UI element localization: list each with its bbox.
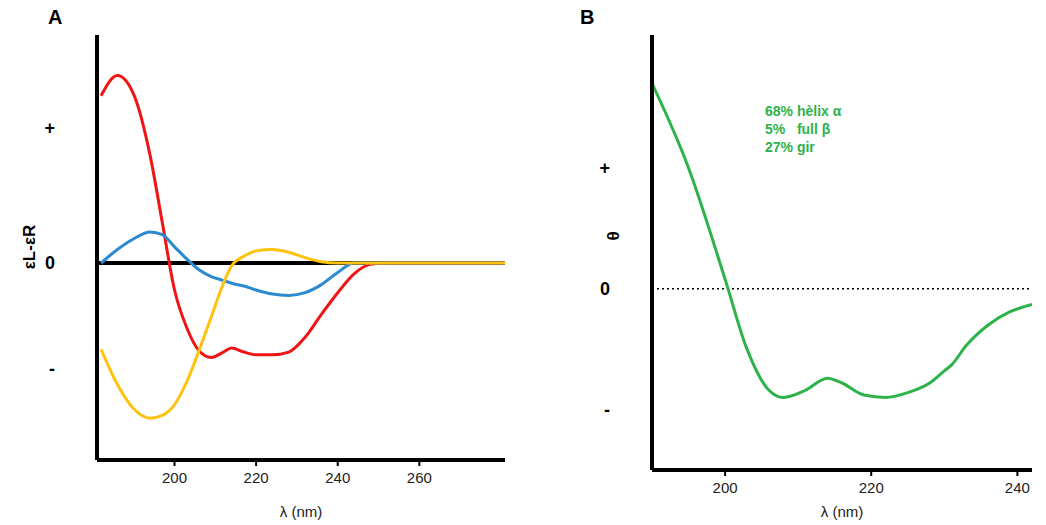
html-text:5% full β: 5% full β bbox=[765, 121, 831, 137]
svg-text:260: 260 bbox=[407, 469, 432, 486]
svg-text:0: 0 bbox=[600, 279, 610, 299]
svg-text:200: 200 bbox=[713, 479, 738, 496]
svg-text:240: 240 bbox=[1005, 479, 1030, 496]
svg-text:220: 220 bbox=[859, 479, 884, 496]
html-text:68% hèlix α: 68% hèlix α bbox=[765, 103, 842, 119]
svg-text:200: 200 bbox=[162, 469, 187, 486]
svg-text:+: + bbox=[599, 158, 610, 178]
svg-text:-: - bbox=[604, 400, 610, 420]
html-text:εL-εR: εL-εR bbox=[20, 224, 39, 270]
svg-text:240: 240 bbox=[325, 469, 350, 486]
html-text:A: A bbox=[48, 6, 63, 28]
html-text:θ: θ bbox=[604, 231, 623, 241]
svg-text:0: 0 bbox=[45, 253, 55, 273]
svg-text:-: - bbox=[49, 359, 55, 379]
svg-text:220: 220 bbox=[244, 469, 269, 486]
svg-text:λ (nm): λ (nm) bbox=[821, 503, 864, 520]
svg-text:λ (nm): λ (nm) bbox=[280, 503, 323, 520]
html-text:27% gir: 27% gir bbox=[765, 139, 815, 155]
svg-text:+: + bbox=[44, 118, 55, 138]
html-text:B: B bbox=[580, 6, 595, 28]
